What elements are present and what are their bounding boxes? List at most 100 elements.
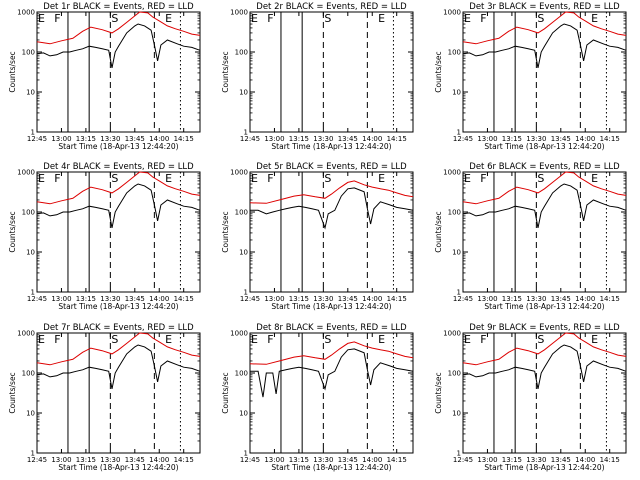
x-tick-label: 12:45 [240, 135, 260, 143]
x-tick-label: 12:45 [27, 456, 47, 464]
x-tick-label: 13:45 [551, 135, 571, 143]
x-tick-label: 13:30 [100, 295, 120, 303]
x-tick-label: 12:45 [27, 135, 47, 143]
lld-series-line [249, 341, 414, 365]
y-tick-label: 100 [235, 49, 248, 57]
x-tick-label: 14:00 [575, 135, 595, 143]
events-series-line [36, 344, 201, 389]
marker-label: F [480, 333, 486, 346]
lld-series-line [36, 171, 201, 205]
x-tick-label: 13:00 [477, 135, 497, 143]
x-tick-label: 12:45 [240, 456, 260, 464]
events-series-line [250, 187, 414, 230]
marker-label: F [54, 172, 60, 185]
panel-title: Det 4r BLACK = Events, RED = LLD [43, 162, 194, 172]
marker-label: E [251, 12, 258, 25]
marker-label: E [38, 172, 45, 185]
y-tick-label: 10 [452, 410, 461, 418]
y-axis-label: Counts/sec [221, 372, 230, 413]
x-axis-label: Start Time (18-Apr-13 12:44:20) [58, 142, 178, 151]
x-tick-label: 13:30 [100, 456, 120, 464]
marker-label: S [324, 12, 331, 25]
plot-frame [249, 171, 414, 293]
y-tick-label: 10 [26, 89, 35, 97]
marker-label: E [378, 12, 385, 25]
y-tick-label: 10 [239, 89, 248, 97]
y-axis-label: Counts/sec [434, 372, 443, 413]
x-axis-label: Start Time (18-Apr-13 12:44:20) [271, 142, 391, 151]
marker-label: S [537, 172, 544, 185]
x-axis-label: Start Time (18-Apr-13 12:44:20) [58, 463, 178, 472]
x-axis-label: Start Time (18-Apr-13 12:44:20) [271, 302, 391, 311]
y-tick-label: 1 [457, 129, 461, 137]
detector-panel: Det 7r BLACK = Events, RED = LLD Start Ti… [8, 323, 201, 472]
x-tick-label: 14:00 [575, 456, 595, 464]
x-tick-label: 13:30 [526, 135, 546, 143]
events-series-line [462, 183, 627, 228]
y-axis-label: Counts/sec [8, 51, 17, 92]
x-tick-label: 13:00 [51, 135, 71, 143]
y-axis-label: Counts/sec [221, 211, 230, 252]
y-tick-label: 1 [244, 129, 248, 137]
x-tick-label: 13:00 [477, 295, 497, 303]
x-tick-label: 13:30 [100, 135, 120, 143]
marker-label: E [38, 12, 45, 25]
y-tick-label: 1000 [230, 169, 248, 177]
y-tick-label: 1 [31, 450, 35, 458]
marker-label: E [165, 12, 172, 25]
x-tick-label: 14:00 [362, 456, 382, 464]
marker-label: E [464, 172, 471, 185]
x-tick-label: 14:15 [387, 135, 407, 143]
x-tick-label: 12:45 [240, 295, 260, 303]
x-tick-label: 13:30 [313, 456, 333, 464]
x-tick-label: 14:00 [149, 456, 169, 464]
y-tick-label: 100 [22, 49, 35, 57]
plot-frame [249, 332, 414, 454]
lld-series-line [249, 180, 414, 204]
y-axis-label: Counts/sec [221, 51, 230, 92]
marker-label: E [165, 172, 172, 185]
marker-label: F [480, 12, 486, 25]
lld-series-line [462, 332, 627, 366]
plot-frame [462, 171, 627, 293]
marker-label: E [464, 12, 471, 25]
plot-frame [462, 332, 627, 454]
x-tick-label: 14:15 [387, 456, 407, 464]
x-tick-label: 14:15 [174, 135, 194, 143]
marker-label: F [267, 172, 273, 185]
marker-label: E [591, 333, 598, 346]
y-tick-label: 1 [457, 450, 461, 458]
x-tick-label: 13:45 [338, 295, 358, 303]
y-tick-label: 1000 [230, 9, 248, 17]
marker-label: E [378, 333, 385, 346]
x-tick-label: 14:00 [362, 135, 382, 143]
detector-panel: Det 6r BLACK = Events, RED = LLD Start Ti… [434, 162, 627, 311]
x-tick-label: 13:45 [125, 456, 145, 464]
marker-label: S [537, 12, 544, 25]
x-tick-label: 13:15 [76, 295, 96, 303]
y-tick-label: 10 [452, 89, 461, 97]
x-tick-label: 13:45 [125, 135, 145, 143]
marker-label: S [111, 172, 118, 185]
marker-label: E [464, 333, 471, 346]
y-tick-label: 10 [452, 249, 461, 257]
detector-panel: Det 9r BLACK = Events, RED = LLD Start Ti… [434, 323, 627, 472]
x-axis-label: Start Time (18-Apr-13 12:44:20) [58, 302, 178, 311]
y-tick-label: 10 [26, 249, 35, 257]
marker-label: E [591, 172, 598, 185]
plot-frame [462, 11, 627, 133]
x-tick-label: 13:15 [289, 135, 309, 143]
x-axis-label: Start Time (18-Apr-13 12:44:20) [484, 302, 604, 311]
x-tick-label: 13:45 [125, 295, 145, 303]
marker-label: S [111, 333, 118, 346]
plot-frame [36, 332, 201, 454]
panel-title: Det 9r BLACK = Events, RED = LLD [469, 323, 620, 333]
x-tick-label: 13:15 [76, 456, 96, 464]
y-tick-label: 1000 [443, 169, 461, 177]
x-tick-label: 13:15 [502, 295, 522, 303]
marker-label: F [267, 333, 273, 346]
events-series-line [250, 348, 414, 398]
y-tick-label: 1000 [17, 169, 35, 177]
marker-label: E [378, 172, 385, 185]
